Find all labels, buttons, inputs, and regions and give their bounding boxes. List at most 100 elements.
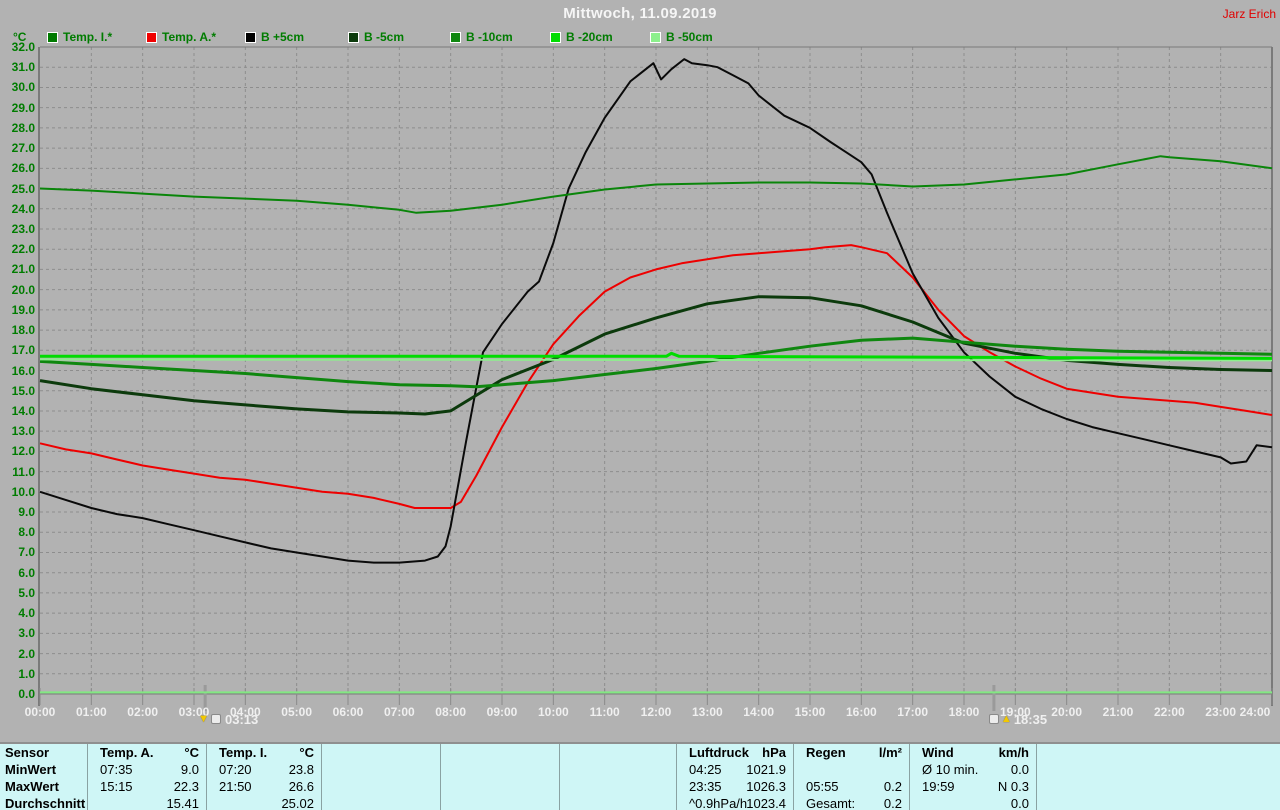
- stats-col-name: Temp. I.: [219, 745, 268, 760]
- stats-cell-time: 05:55: [806, 779, 839, 794]
- legend-label: B -20cm: [566, 30, 613, 44]
- y-tick-label: 26.0: [11, 161, 35, 176]
- stats-col-unit: [1272, 744, 1279, 761]
- x-tick-label: 19:00: [999, 705, 1031, 719]
- x-tick-label: 24:00: [1239, 705, 1271, 719]
- stats-cell-value: 1023.4: [746, 796, 786, 810]
- stats-cell-time: 23:35: [689, 779, 722, 794]
- y-tick-label: 3.0: [18, 626, 35, 641]
- legend-swatch-icon: [348, 31, 359, 43]
- y-axis-unit: °C: [13, 30, 27, 44]
- legend-item-temp-a-: Temp. A.*: [146, 30, 216, 44]
- stats-col-empty: [441, 744, 560, 810]
- legend-item-b-10cm: B -10cm: [450, 30, 513, 44]
- x-tick-label: 15:00: [794, 705, 826, 719]
- legend-item-b-5cm: B -5cm: [348, 30, 405, 44]
- stats-cell-time: [560, 761, 572, 778]
- x-tick-label: 03:00: [178, 705, 210, 719]
- y-tick-label: 6.0: [18, 565, 35, 580]
- x-tick-label: 17:00: [897, 705, 928, 719]
- y-tick-label: 10.0: [11, 484, 35, 499]
- y-tick-label: 20.0: [11, 282, 35, 297]
- series-temp-a-: [39, 244, 1273, 509]
- stats-col-name: Temp. A.: [100, 745, 154, 760]
- x-tick-label: 09:00: [486, 705, 518, 719]
- legend-label: B +5cm: [261, 30, 305, 44]
- series-temp-i-: [39, 155, 1273, 214]
- stats-cell-value: [433, 761, 440, 778]
- stats-cell-value: 22.3: [173, 779, 199, 794]
- stats-cell-time: [441, 761, 453, 778]
- x-tick-label: 16:00: [845, 705, 877, 719]
- stats-col-unit: hPa: [762, 745, 786, 760]
- x-tick-label: 13:00: [691, 705, 723, 719]
- stats-cell-time: [322, 795, 334, 810]
- stats-cell-time: [207, 795, 219, 810]
- y-tick-label: 28.0: [11, 120, 35, 135]
- stats-cell-value: 9.0: [180, 762, 199, 777]
- stats-cell-time: [322, 778, 334, 795]
- stats-cell-value: [1272, 778, 1279, 795]
- stats-col-temp-i-: Temp. I. °C 07:20 23.8 21:50 26.6 25.02: [207, 744, 322, 810]
- legend-label: B -5cm: [364, 30, 405, 44]
- legend-swatch-icon: [146, 31, 157, 43]
- stats-col-unit: °C: [299, 745, 314, 760]
- stats-row-label: MinWert: [5, 762, 57, 777]
- y-tick-label: 21.0: [11, 262, 35, 277]
- y-tick-label: 19.0: [11, 302, 35, 317]
- stats-col-empty: [322, 744, 441, 810]
- stats-col-name: [441, 744, 453, 761]
- y-tick-label: 13.0: [11, 424, 35, 439]
- series-b-50cm: [39, 358, 1273, 362]
- stats-cell-value: 1026.3: [746, 779, 786, 794]
- author-label: Jarz Erich: [1222, 7, 1276, 21]
- x-tick-label: 00:00: [24, 705, 56, 719]
- x-tick-label: 06:00: [332, 705, 364, 719]
- stats-cell-value: 0.0: [1010, 762, 1029, 777]
- legend-swatch-icon: [550, 31, 561, 43]
- stats-cell-value: 23.8: [288, 762, 314, 777]
- y-tick-label: 14.0: [11, 403, 35, 418]
- stats-col-wind: Wind km/h Ø 10 min. 0.0 19:59 N 0.3 0.0: [910, 744, 1037, 810]
- marker-time-label: 03:13: [225, 711, 259, 727]
- y-tick-label: 9.0: [18, 505, 35, 520]
- stats-cell-time: [1037, 778, 1049, 795]
- stats-cell-value: [1272, 761, 1279, 778]
- stats-cell-time: Gesamt:: [806, 796, 856, 810]
- stats-cell-value: 0.2: [883, 796, 902, 810]
- series-b-5cm: [39, 295, 1273, 416]
- stats-cell-value: [552, 795, 559, 810]
- legend-swatch-icon: [245, 31, 256, 43]
- x-tick-label: 14:00: [743, 705, 774, 719]
- y-tick-label: 1.0: [18, 666, 35, 681]
- stats-cell-value: 1021.9: [746, 762, 786, 777]
- chart-area: [38, 46, 1273, 711]
- legend-label: Temp. I.*: [63, 30, 113, 44]
- stats-cell-value: N 0.3: [997, 779, 1029, 794]
- stats-cell-time: 19:59: [922, 779, 955, 794]
- stats-cell-time: [1037, 795, 1049, 810]
- statistics-table: Sensor MinWert MaxWert Durchschnitt Temp. A.…: [0, 742, 1280, 810]
- y-tick-label: 2.0: [18, 646, 35, 661]
- stats-cell-time: [88, 795, 100, 810]
- y-tick-label: 11.0: [12, 464, 35, 479]
- stats-cell-value: [552, 778, 559, 795]
- y-tick-label: 12.0: [11, 444, 35, 459]
- stats-cell-value: [433, 778, 440, 795]
- chart-svg: [38, 46, 1273, 711]
- stats-cell-time: ^0.9hPa/h: [689, 796, 748, 810]
- x-tick-label: 12:00: [640, 705, 672, 719]
- stats-row-label: MaxWert: [5, 779, 59, 794]
- stats-cell-value: [669, 795, 676, 810]
- stats-col-unit: [552, 744, 559, 761]
- y-tick-label: 4.0: [18, 606, 35, 621]
- y-tick-label: 25.0: [11, 181, 35, 196]
- stats-cell-time: [794, 761, 806, 778]
- y-tick-label: 30.0: [11, 80, 35, 95]
- stats-cell-value: 15.41: [166, 796, 199, 810]
- stats-col-unit: °C: [184, 745, 199, 760]
- stats-cell-time: Ø 10 min.: [922, 762, 979, 777]
- x-tick-label: 23:00: [1205, 705, 1236, 719]
- y-tick-label: 29.0: [11, 100, 35, 115]
